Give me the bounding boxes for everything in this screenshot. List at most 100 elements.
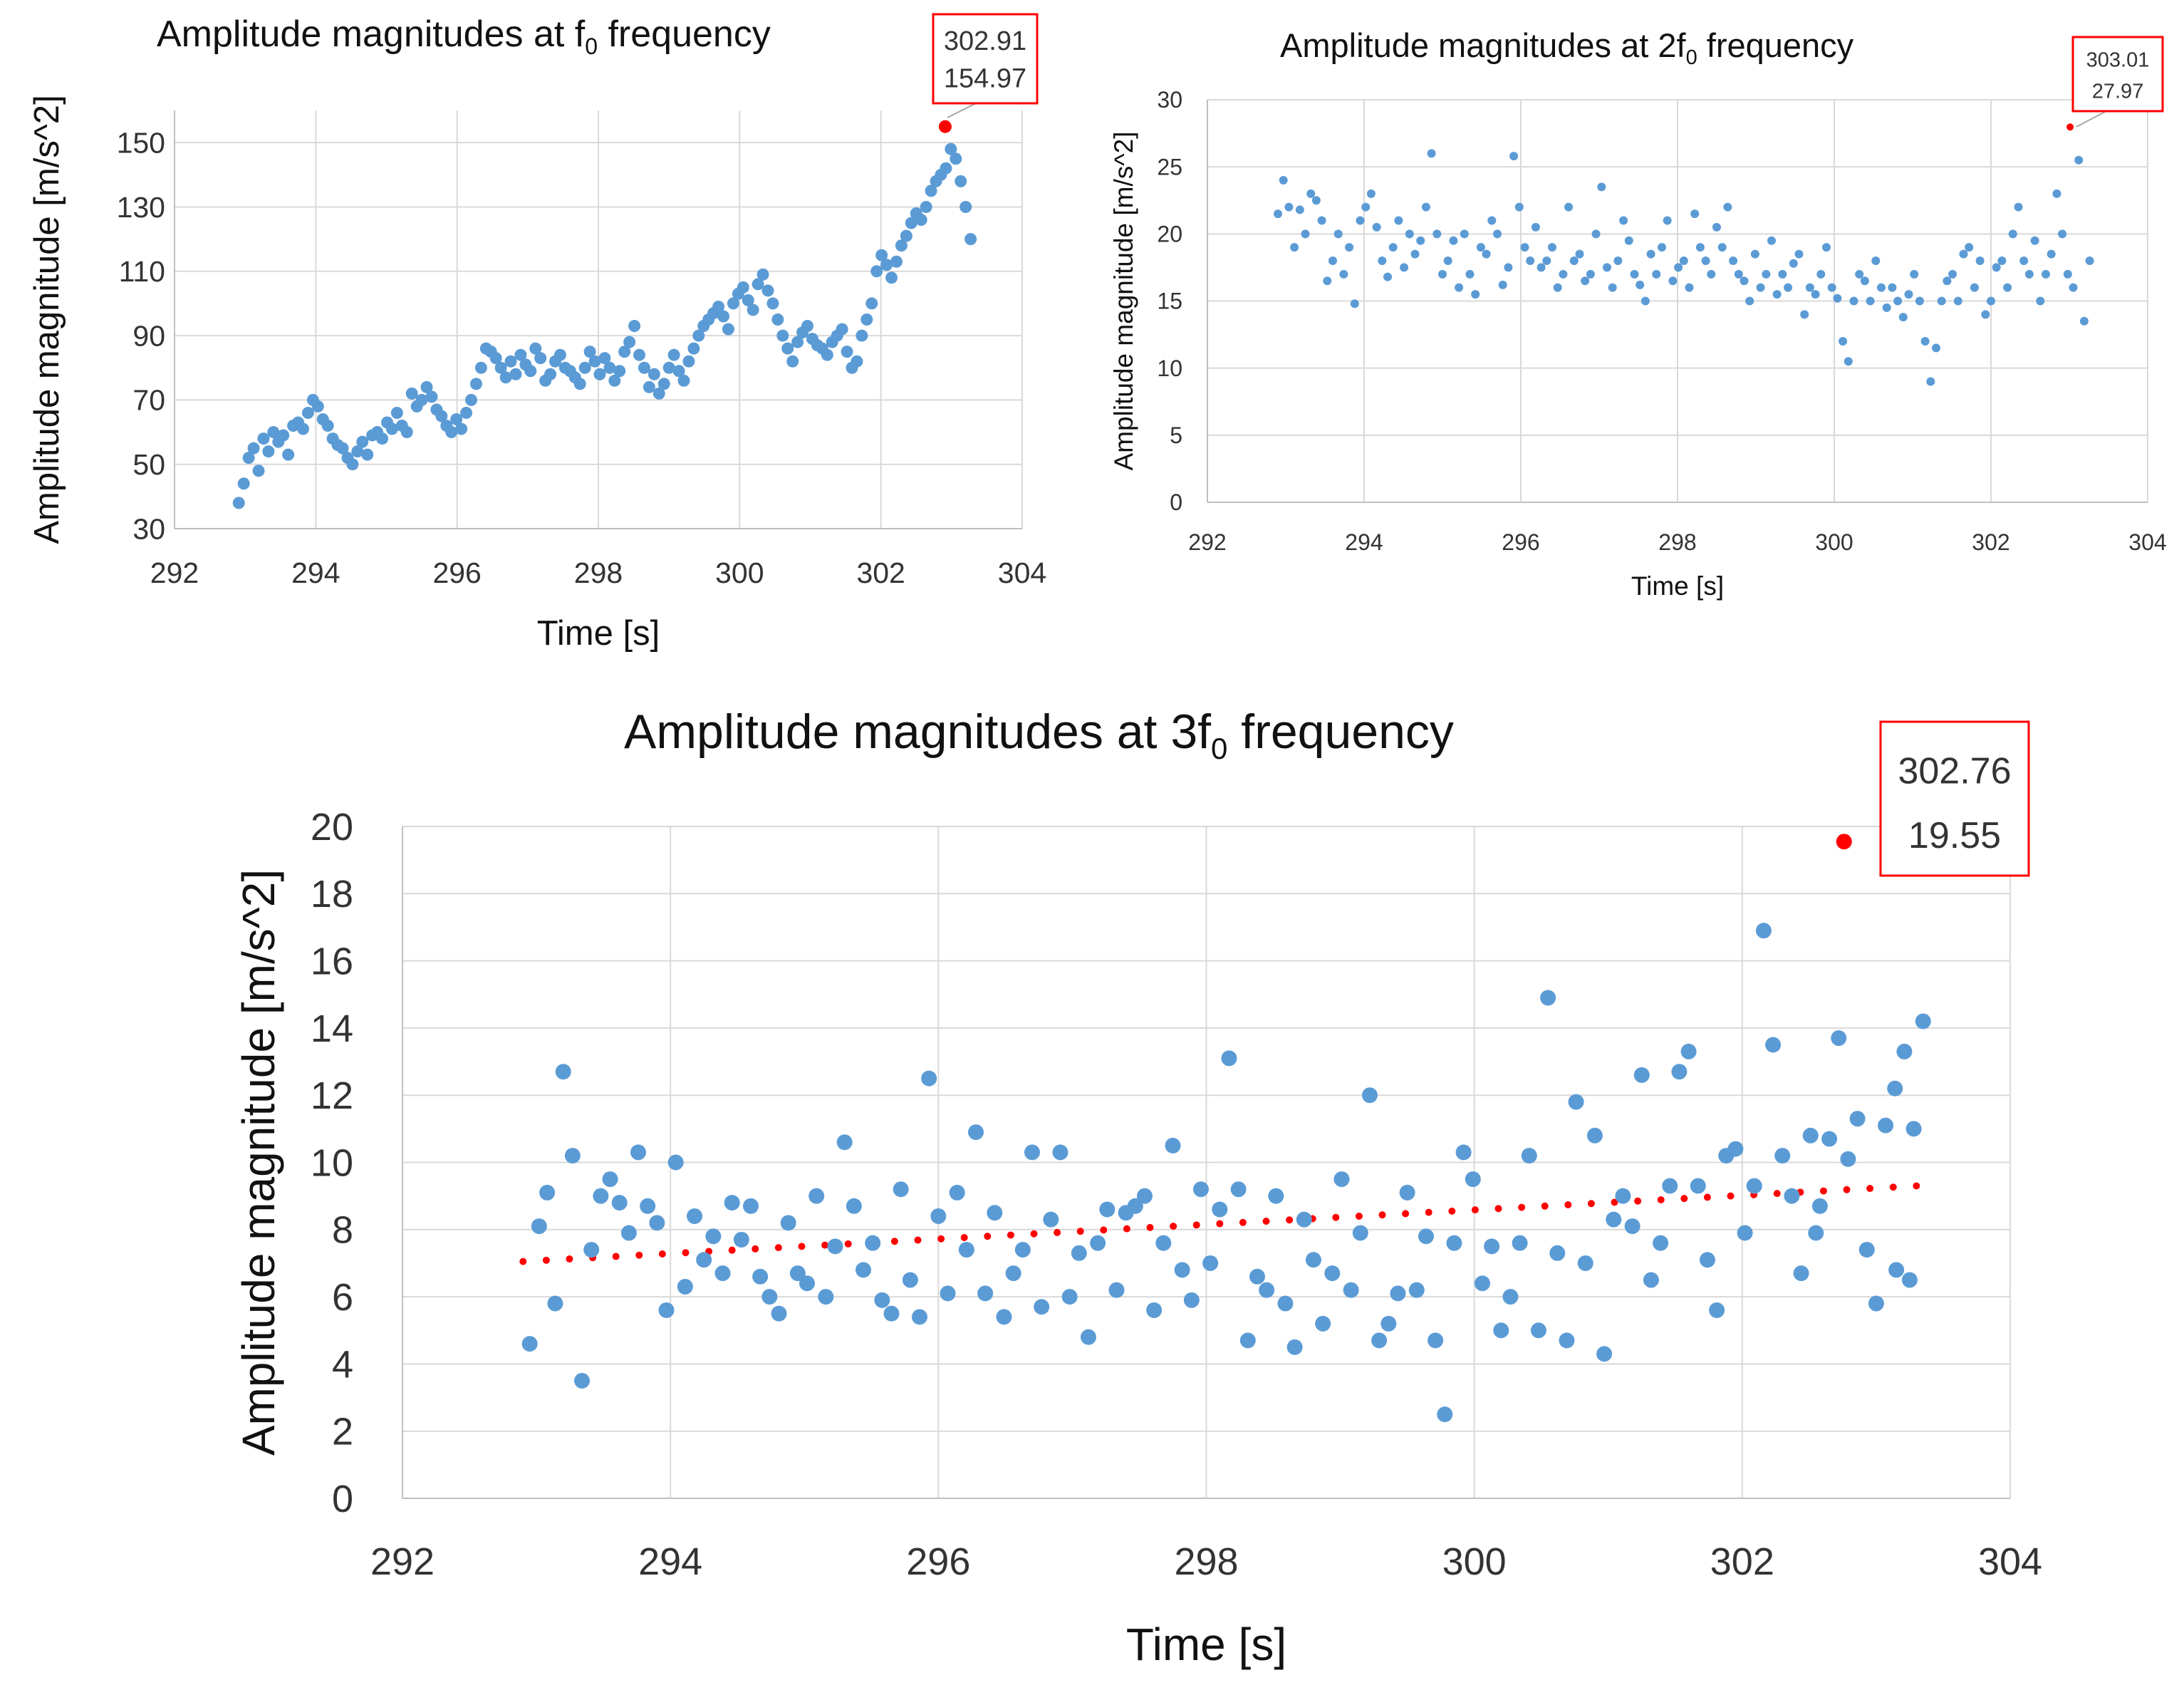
data-point (1568, 1094, 1584, 1110)
data-point (781, 342, 794, 355)
data-point (1512, 1235, 1528, 1251)
data-point (593, 1188, 609, 1204)
data-point (1888, 1262, 1905, 1278)
data-point (405, 387, 418, 400)
data-point (648, 368, 660, 380)
data-point (1315, 1315, 1331, 1332)
y-tick-label: 16 (311, 940, 353, 983)
data-point (1844, 357, 1853, 366)
y-tick-label: 90 (132, 319, 165, 352)
trendline-dot (1054, 1228, 1061, 1236)
x-tick-label: 298 (1658, 529, 1696, 555)
data-point (1679, 256, 1688, 265)
data-point (1808, 1225, 1824, 1241)
data-point (1249, 1268, 1265, 1285)
y-tick-label: 110 (119, 255, 165, 288)
data-point (465, 393, 477, 406)
data-point (1613, 256, 1623, 265)
data-point (638, 361, 650, 374)
data-point (1192, 1181, 1209, 1198)
chart-title: Amplitude magnitudes at 3f0 frequency (624, 705, 1454, 765)
data-point (860, 313, 873, 326)
callout-y-value: 154.97 (944, 64, 1026, 94)
x-tick-label: 292 (150, 556, 199, 589)
trendline-dot (566, 1255, 573, 1263)
trendline-dot (1913, 1182, 1920, 1190)
data-point (1849, 1111, 1866, 1127)
data-point (1259, 1282, 1275, 1298)
trendline-dot (1611, 1198, 1618, 1206)
data-point (1549, 1245, 1566, 1261)
data-point (2074, 155, 2084, 165)
data-point (752, 1268, 769, 1285)
trendline-dot (1239, 1218, 1247, 1226)
data-point (1559, 269, 1568, 279)
data-point (1877, 283, 1886, 292)
trendline-dot (1680, 1195, 1688, 1203)
data-point (1339, 269, 1348, 279)
trendline-dot (1355, 1212, 1363, 1220)
data-point (1915, 1013, 1931, 1030)
data-point (1410, 249, 1420, 259)
data-point (1992, 263, 2001, 272)
trendline-dot (1378, 1211, 1386, 1219)
data-point (1981, 310, 1990, 319)
data-point (1090, 1235, 1106, 1251)
data-point (445, 426, 458, 439)
trendline-dot (1541, 1202, 1549, 1210)
data-point (1080, 1329, 1096, 1345)
data-point (583, 1242, 600, 1258)
data-point (722, 323, 734, 336)
data-point (1586, 269, 1595, 279)
data-point (1727, 1141, 1744, 1157)
data-point (921, 1070, 937, 1087)
data-point (1390, 1285, 1406, 1302)
data-point (1674, 263, 1683, 272)
data-point (509, 368, 522, 380)
x-tick-label: 292 (370, 1540, 435, 1583)
data-point (1668, 276, 1678, 286)
data-point (628, 320, 641, 333)
data-point (1707, 269, 1716, 279)
callout-leader-line (2076, 111, 2106, 128)
data-point (915, 214, 927, 227)
data-point (771, 313, 784, 326)
data-point (2063, 269, 2072, 279)
data-point (791, 336, 804, 348)
data-point (1987, 296, 1995, 306)
data-point (1301, 229, 1310, 239)
data-point (1774, 1148, 1791, 1164)
trendline-dot (1030, 1230, 1038, 1238)
data-point (504, 355, 517, 368)
data-point (2042, 269, 2050, 279)
data-point (450, 413, 463, 425)
data-point (2036, 296, 2045, 306)
data-point (1455, 283, 1464, 292)
data-point (1542, 256, 1551, 265)
data-point (2085, 256, 2094, 265)
callout-y-value: 27.97 (2092, 80, 2144, 103)
data-point (1212, 1201, 1228, 1218)
data-point (1586, 1127, 1603, 1144)
data-point (940, 162, 952, 175)
data-point (1695, 243, 1705, 252)
y-tick-label: 30 (132, 512, 165, 545)
trendline-dot (1819, 1187, 1827, 1195)
data-point (282, 448, 295, 461)
data-point (524, 365, 537, 378)
trendline-dot (1494, 1205, 1502, 1213)
data-point (415, 393, 428, 406)
data-point (474, 361, 487, 374)
data-point (1866, 296, 1875, 306)
data-point (705, 1228, 722, 1245)
data-point (687, 1208, 703, 1224)
data-point (1474, 1275, 1490, 1292)
y-tick-label: 18 (311, 873, 353, 916)
data-point (964, 233, 977, 246)
data-point (1898, 313, 1908, 322)
data-point (1239, 1332, 1256, 1349)
y-axis-label: Amplitude magnitude [m/s^2] (1109, 132, 1138, 471)
data-point (902, 1272, 918, 1288)
data-point (1305, 1252, 1321, 1268)
data-point (529, 342, 542, 355)
